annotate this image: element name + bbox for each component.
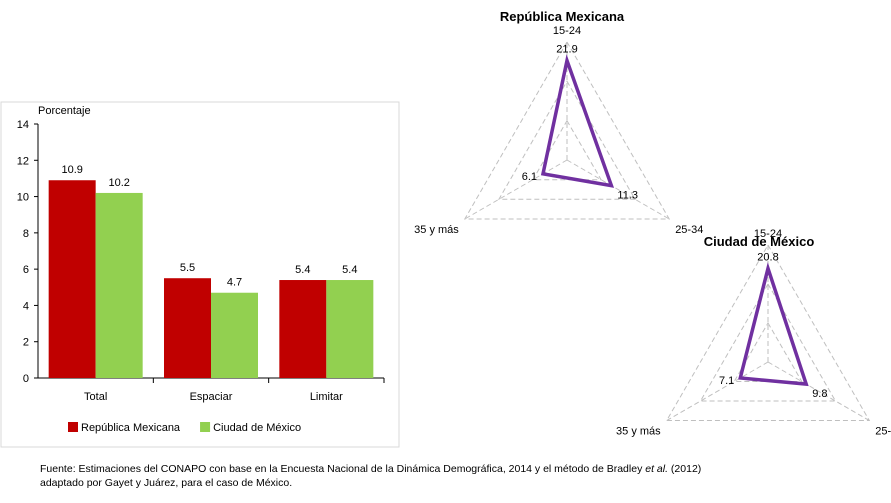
radar-grid-ring-1 — [665, 243, 871, 421]
x-tick-label-espaciar: Espaciar — [190, 391, 233, 403]
legend-label-ciudad-de-mexico: Ciudad de México — [213, 422, 301, 434]
radar-data-label-35-y-mas: 6.1 — [522, 171, 537, 183]
radar-grid-ring-2 — [699, 282, 837, 402]
radar-spoke — [464, 159, 568, 220]
source-text-1b: (2012) — [668, 463, 702, 475]
y-tick-label-2: 2 — [23, 337, 29, 349]
radar-data-label-25-34: 11.3 — [617, 190, 638, 202]
y-tick-label-4: 4 — [23, 300, 29, 312]
y-tick-label-12: 12 — [17, 155, 29, 167]
x-tick-label-total: Total — [84, 391, 107, 403]
radar-spoke — [767, 361, 870, 421]
bar-total-republica-mexicana — [48, 180, 96, 378]
radar-spoke — [566, 159, 670, 220]
radar-title: Ciudad de México — [704, 234, 815, 249]
radar-axis-label-35-y-mas: 35 y más — [616, 426, 661, 438]
source-note: Fuente: Estimaciones del CONAPO con base… — [40, 462, 880, 490]
data-label-limitar-republica-mexicana: 5.4 — [295, 264, 310, 276]
bar-limitar-ciudad-de-mexico — [326, 280, 374, 378]
radar-axis-label-35-y-mas: 35 y más — [414, 224, 459, 236]
radar-series-line — [738, 262, 809, 387]
y-axis-label: Porcentaje — [38, 105, 91, 117]
radar-axis-label-25-34: 25-34 — [875, 426, 891, 438]
radar-title: República Mexicana — [500, 9, 625, 24]
data-label-total-ciudad-de-mexico: 10.2 — [108, 177, 129, 189]
x-tick-label-limitar: Limitar — [310, 391, 343, 403]
bar-limitar-republica-mexicana — [279, 280, 327, 378]
legend-swatch-republica-mexicana — [68, 422, 78, 432]
y-tick-label-6: 6 — [23, 264, 29, 276]
radar-data-label-15-24: 21.9 — [556, 44, 577, 56]
bar-total-ciudad-de-mexico — [95, 192, 143, 378]
radar-spoke — [666, 361, 769, 421]
radar-grid-ring-2 — [498, 80, 636, 200]
y-tick-label-8: 8 — [23, 228, 29, 240]
source-line-2: adaptado por Gayet y Juárez, para el cas… — [40, 477, 293, 489]
radar-series-line — [540, 54, 615, 188]
bar-chart: Porcentaje 0 2 4 6 8 10 12 14 10.9 10.2 Total 5.5 4.7… — [0, 101, 400, 448]
data-label-espaciar-republica-mexicana: 5.5 — [180, 262, 195, 274]
bar-espaciar-republica-mexicana — [164, 278, 211, 378]
radar-axis-label-25-34: 25-34 — [675, 224, 703, 236]
data-label-total-republica-mexicana: 10.9 — [61, 164, 82, 176]
source-line-1: Fuente: Estimaciones del CONAPO con base… — [40, 462, 880, 476]
source-text-1-italic: et al. — [645, 463, 669, 475]
legend-swatch-ciudad-de-mexico — [200, 422, 211, 432]
radar-data-label-35-y-mas: 7.1 — [719, 375, 734, 387]
legend-label-republica-mexicana: República Mexicana — [81, 422, 181, 434]
radar-axis-label-15-24: 15-24 — [553, 25, 581, 37]
y-tick-label-10: 10 — [17, 192, 29, 204]
radar-data-label-15-24: 20.8 — [757, 251, 778, 263]
source-text-1a: Fuente: Estimaciones del CONAPO con base… — [40, 463, 646, 475]
bar-espaciar-ciudad-de-mexico — [211, 292, 258, 378]
chart-frame — [0, 101, 400, 448]
radar-grid-ring-3 — [733, 322, 803, 382]
data-label-limitar-ciudad-de-mexico: 5.4 — [342, 264, 357, 276]
y-tick-label-0: 0 — [23, 373, 29, 385]
radar-axis-label-15-24: 15-24 — [754, 228, 782, 240]
radar-data-label-25-34: 9.8 — [812, 388, 827, 400]
radar-grid-ring-1 — [463, 41, 671, 220]
radar-grid-ring-3 — [532, 119, 602, 181]
data-label-espaciar-ciudad-de-mexico: 4.7 — [227, 277, 242, 289]
y-tick-label-14: 14 — [17, 119, 29, 131]
